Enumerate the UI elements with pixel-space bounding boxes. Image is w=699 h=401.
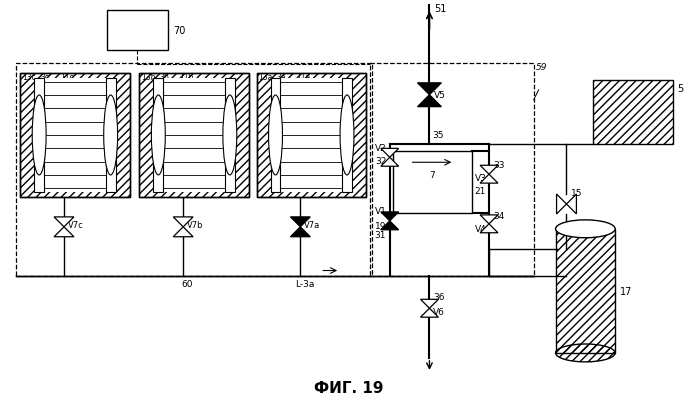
Text: V7b: V7b (187, 221, 203, 230)
Bar (16, 64, 372, 277)
Text: 15: 15 (570, 188, 582, 197)
Text: 60: 60 (181, 279, 193, 288)
Bar (153, 79, 235, 192)
Bar (556, 229, 615, 353)
Text: 13c: 13c (22, 73, 36, 82)
Polygon shape (381, 158, 398, 167)
Ellipse shape (340, 96, 354, 176)
Bar (106, 79, 115, 192)
Ellipse shape (103, 96, 117, 176)
Text: 70: 70 (173, 26, 186, 36)
Text: ФИГ. 19: ФИГ. 19 (315, 380, 384, 395)
Polygon shape (381, 221, 398, 230)
Text: 51: 51 (434, 4, 447, 14)
Text: 11c: 11c (60, 73, 73, 82)
Text: V5: V5 (434, 91, 446, 100)
Bar (140, 74, 249, 198)
Polygon shape (290, 227, 310, 237)
Text: V7c: V7c (68, 221, 84, 230)
Polygon shape (173, 227, 193, 237)
Bar (20, 74, 129, 198)
Text: 33: 33 (493, 160, 505, 169)
Text: V2: V2 (375, 144, 387, 152)
Polygon shape (417, 83, 441, 95)
Bar (271, 79, 352, 192)
Polygon shape (480, 215, 498, 224)
Polygon shape (417, 95, 441, 107)
Polygon shape (480, 175, 498, 184)
Bar (393, 152, 472, 213)
Text: 19: 19 (375, 222, 387, 231)
Bar (107, 11, 168, 51)
Text: 5: 5 (677, 83, 683, 93)
Text: 32: 32 (375, 156, 387, 165)
Polygon shape (54, 227, 74, 237)
Ellipse shape (556, 220, 615, 238)
Ellipse shape (152, 96, 165, 176)
Bar (257, 74, 366, 198)
Polygon shape (173, 217, 193, 227)
Text: 35: 35 (433, 131, 444, 140)
Text: V1: V1 (375, 207, 387, 216)
Ellipse shape (268, 96, 282, 176)
Polygon shape (566, 194, 577, 215)
Polygon shape (480, 224, 498, 233)
Bar (257, 74, 366, 198)
Polygon shape (381, 149, 398, 158)
Bar (342, 79, 352, 192)
Text: 3b: 3b (159, 73, 169, 82)
Text: V4: V4 (475, 225, 487, 234)
Polygon shape (54, 217, 74, 227)
Text: 17: 17 (620, 286, 633, 296)
Text: 13b: 13b (141, 73, 156, 82)
Text: 36: 36 (433, 292, 445, 301)
Polygon shape (421, 308, 438, 318)
Text: 21: 21 (474, 186, 486, 195)
Text: 7: 7 (430, 170, 435, 179)
Polygon shape (556, 194, 566, 215)
Text: 31: 31 (374, 231, 385, 240)
Text: 3c: 3c (40, 73, 49, 82)
Bar (153, 79, 164, 192)
Text: 59: 59 (535, 63, 547, 72)
Text: V7a: V7a (304, 221, 321, 230)
Polygon shape (381, 213, 398, 221)
Ellipse shape (32, 96, 46, 176)
Bar (34, 79, 115, 192)
Text: V6: V6 (433, 307, 445, 316)
Text: 11b: 11b (179, 73, 194, 82)
Text: 11a: 11a (296, 73, 310, 82)
Polygon shape (421, 300, 438, 308)
Bar (140, 74, 249, 198)
Bar (34, 79, 44, 192)
Polygon shape (290, 217, 310, 227)
Text: L-3a: L-3a (296, 279, 315, 288)
Bar (20, 74, 129, 198)
Bar (370, 64, 534, 277)
Bar (593, 81, 672, 145)
Text: V3: V3 (475, 173, 487, 182)
Text: 13a: 13a (259, 73, 273, 82)
Text: 3a: 3a (277, 73, 286, 82)
Ellipse shape (223, 96, 237, 176)
Bar (271, 79, 280, 192)
Text: 34: 34 (493, 212, 505, 221)
Bar (225, 79, 235, 192)
Polygon shape (480, 166, 498, 175)
